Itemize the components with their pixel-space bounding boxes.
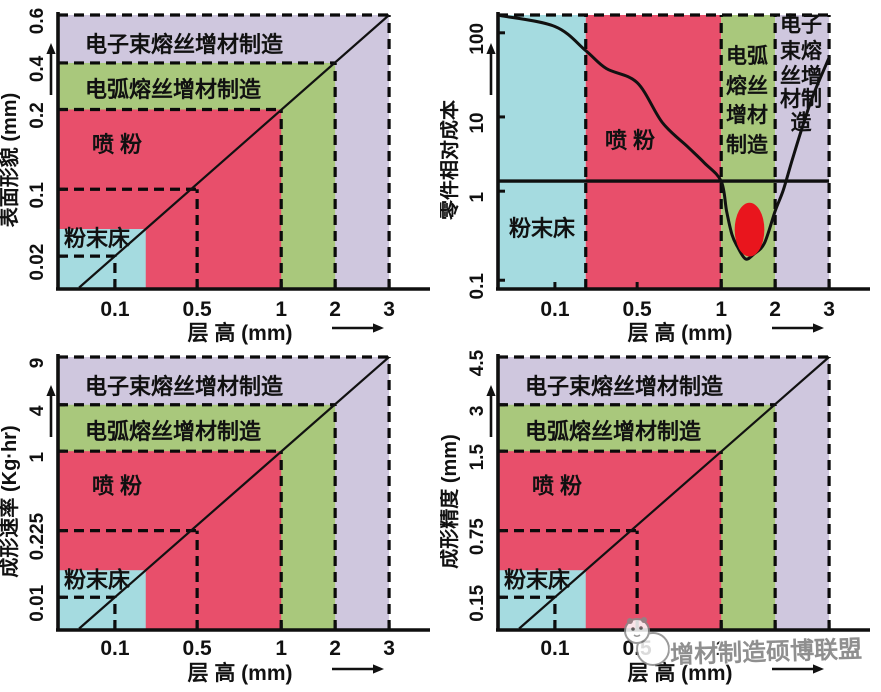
x-tick-label: 0.1	[540, 637, 570, 660]
region-powder_bed	[498, 570, 586, 630]
x-axis-arrow-icon	[813, 323, 824, 333]
diagonal-line	[518, 356, 830, 630]
diagonal-line	[78, 14, 390, 289]
y-axis-arrow-icon	[486, 43, 496, 54]
region-label-blown_powder: 喷 粉	[92, 132, 142, 157]
region-label-ebeam_wire: 电子束熔丝增材制造	[525, 374, 723, 399]
x-tick-label: 3	[383, 298, 395, 321]
x-axis-title: 层 高 (mm)	[628, 661, 733, 685]
x-tick-label: 3	[383, 637, 395, 660]
x-axis-arrow-icon	[813, 664, 824, 674]
band-label-arc_wire: 制造	[726, 133, 769, 157]
y-tick-label: 0.2	[27, 102, 48, 128]
y-tick-label: 0.1	[27, 182, 48, 209]
band-ebeam_wire	[775, 15, 830, 289]
band-label-blown_powder: 喷 粉	[605, 128, 655, 153]
x-tick-label: 0.5	[183, 637, 213, 660]
band-label-ebeam_wire: 束熔	[780, 39, 823, 63]
y-tick-label: 1.5	[467, 444, 488, 471]
y-tick-label: 0.15	[467, 584, 488, 621]
y-axis-arrow-icon	[46, 385, 56, 396]
y-tick-label: 4.5	[467, 349, 488, 376]
x-tick-label: 2	[329, 298, 341, 321]
x-tick-label: 0.5	[183, 298, 213, 321]
y-axis-title: 成形速率 (Kg·hr)	[0, 425, 21, 577]
band-label-ebeam_wire: 材制	[780, 87, 822, 111]
region-label-blown_powder: 喷 粉	[92, 474, 142, 499]
diagonal-line	[78, 356, 390, 630]
x-tick-label: 0.1	[100, 637, 130, 660]
y-tick-label: 0.02	[27, 244, 48, 281]
y-tick-label: 100	[467, 23, 488, 55]
y-tick-label: 0.6	[27, 8, 48, 34]
region-powder_bed	[58, 229, 146, 289]
y-tick-label: 0.01	[27, 584, 48, 621]
x-axis-title: 层 高 (mm)	[188, 321, 293, 345]
y-tick-label: 10	[467, 112, 488, 133]
x-axis-title: 层 高 (mm)	[188, 661, 293, 685]
y-tick-label: 1	[27, 451, 48, 462]
x-tick-label: 0.5	[623, 298, 653, 321]
y-tick-label: 0.1	[467, 273, 488, 300]
y-tick-label: 3	[467, 405, 488, 416]
panel-forming-accuracy: 0.1 0.5 1 2 3 0.15 0.75 1.5 3 4.5 层 高 (mm) 成形精度 (mm…	[440, 349, 870, 685]
panel-surface-morphology: 0.1 0.5 1 2 3 0.02 0.1 0.2 0.4 0.6 层 高 (mm) 表面形貌 (m…	[0, 8, 430, 345]
band-label-arc_wire: 增材	[726, 103, 768, 127]
y-axis-title: 表面形貌 (mm)	[0, 93, 21, 227]
y-axis-title: 成形精度 (mm)	[440, 434, 461, 568]
band-label-ebeam_wire: 丝增	[780, 64, 822, 88]
region-label-powder_bed: 粉末床	[64, 226, 131, 251]
band-label-arc_wire: 熔丝	[726, 74, 768, 98]
x-tick-label: 0.1	[100, 298, 130, 321]
band-label-arc_wire: 电弧	[726, 44, 768, 68]
y-tick-label: 0.75	[467, 518, 488, 555]
x-tick-label: 2	[329, 637, 341, 660]
region-label-blown_powder: 喷 粉	[532, 474, 582, 499]
y-tick-label: 0.225	[27, 512, 48, 560]
region-label-arc_wire: 电弧熔丝增材制造	[85, 419, 261, 444]
x-tick-label: 0.5	[623, 637, 653, 660]
x-axis-arrow-icon	[373, 664, 384, 674]
x-tick-label: 2	[769, 637, 781, 660]
x-axis-arrow-icon	[373, 323, 384, 333]
x-tick-label: 3	[823, 637, 835, 660]
region-label-powder_bed: 粉末床	[504, 567, 571, 592]
y-axis-title: 零件相对成本	[440, 100, 461, 221]
x-tick-label: 0.1	[540, 298, 570, 321]
region-label-powder_bed: 粉末床	[64, 567, 131, 592]
region-label-arc_wire: 电弧熔丝增材制造	[85, 77, 261, 102]
y-tick-label: 1	[467, 191, 488, 202]
x-tick-label: 2	[769, 298, 781, 321]
band-label-ebeam_wire: 造	[791, 110, 813, 134]
cost-curve	[499, 14, 831, 261]
x-axis-title: 层 高 (mm)	[628, 321, 733, 345]
region-label-ebeam_wire: 电子束熔丝增材制造	[85, 32, 283, 57]
x-tick-label: 1	[715, 298, 727, 321]
sweet-spot-ellipse	[734, 202, 765, 257]
region-label-arc_wire: 电弧熔丝增材制造	[525, 419, 701, 444]
y-tick-label: 0.4	[27, 55, 48, 82]
panel-build-rate: 0.1 0.5 1 2 3 0.01 0.225 1 4 9 层 高 (mm) 成形速率 (Kg·hr…	[0, 354, 430, 685]
x-tick-label: 3	[823, 298, 835, 321]
y-tick-label: 9	[27, 358, 48, 369]
band-powder_bed	[498, 15, 586, 289]
region-label-ebeam_wire: 电子束熔丝增材制造	[85, 374, 283, 399]
y-tick-label: 4	[27, 405, 48, 416]
y-axis-arrow-icon	[46, 43, 56, 54]
region-powder_bed	[58, 570, 146, 630]
band-label-powder_bed: 粉末床	[509, 216, 576, 241]
x-tick-label: 1	[275, 637, 287, 660]
y-axis-arrow-icon	[486, 385, 496, 396]
band-blown_powder	[585, 15, 722, 289]
x-tick-label: 1	[275, 298, 287, 321]
x-tick-label: 1	[715, 637, 727, 660]
band-label-ebeam_wire: 电子	[780, 14, 822, 37]
